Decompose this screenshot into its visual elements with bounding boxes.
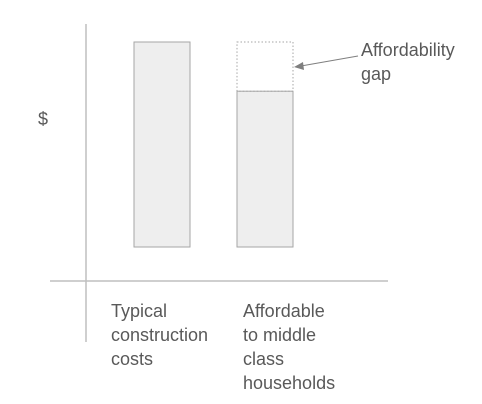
- annotation-arrow-line: [300, 55, 359, 67]
- affordability-gap-segment: [236, 41, 294, 92]
- bar-affordable-to-middle-class-households: [236, 90, 294, 248]
- bar-typical-construction-costs: [133, 41, 191, 248]
- y-axis-label: $: [38, 109, 49, 129]
- annotation-arrow-head: [294, 62, 304, 70]
- category-label-affordable-to-middle-class: Affordable to middle class households: [243, 301, 336, 393]
- affordability-gap-label: Affordability gap: [361, 40, 455, 84]
- category-label-typical-construction-costs: Typical construction costs: [111, 301, 209, 369]
